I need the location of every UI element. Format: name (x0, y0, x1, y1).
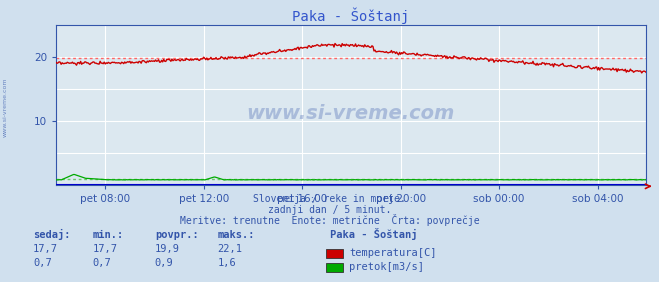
Text: Slovenija / reke in morje.: Slovenija / reke in morje. (253, 194, 406, 204)
Text: min.:: min.: (92, 230, 123, 240)
Text: 17,7: 17,7 (92, 244, 117, 254)
Text: maks.:: maks.: (217, 230, 255, 240)
Text: Meritve: trenutne  Enote: metrične  Črta: povprečje: Meritve: trenutne Enote: metrične Črta: … (180, 214, 479, 226)
Text: zadnji dan / 5 minut.: zadnji dan / 5 minut. (268, 205, 391, 215)
Text: temperatura[C]: temperatura[C] (349, 248, 437, 258)
Title: Paka - Šoštanj: Paka - Šoštanj (293, 8, 409, 24)
Text: 17,7: 17,7 (33, 244, 58, 254)
Text: www.si-vreme.com: www.si-vreme.com (246, 103, 455, 122)
Text: Paka - Šoštanj: Paka - Šoštanj (330, 228, 417, 240)
Text: sedaj:: sedaj: (33, 229, 71, 240)
Text: povpr.:: povpr.: (155, 230, 198, 240)
Text: 22,1: 22,1 (217, 244, 243, 254)
Text: 0,9: 0,9 (155, 259, 173, 268)
Text: 1,6: 1,6 (217, 259, 236, 268)
Text: www.si-vreme.com: www.si-vreme.com (3, 78, 8, 137)
Text: 0,7: 0,7 (92, 259, 111, 268)
Text: 19,9: 19,9 (155, 244, 180, 254)
Text: pretok[m3/s]: pretok[m3/s] (349, 262, 424, 272)
Text: 0,7: 0,7 (33, 259, 51, 268)
